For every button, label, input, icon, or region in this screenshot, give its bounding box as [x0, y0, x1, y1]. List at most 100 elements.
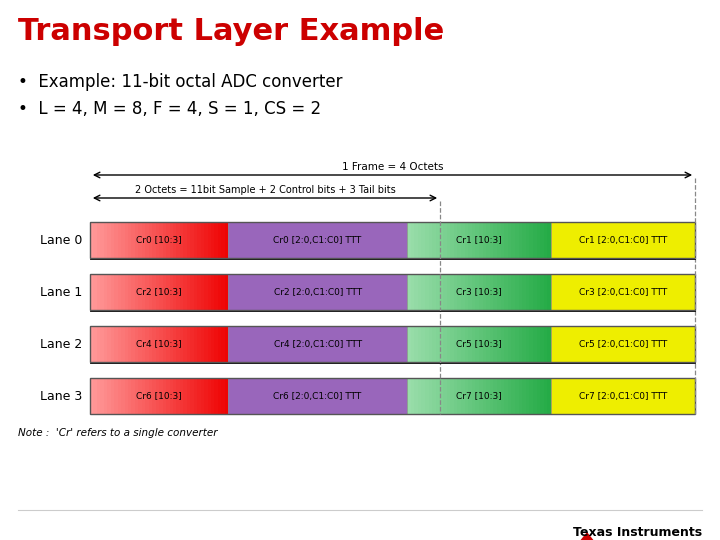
- Bar: [159, 326, 163, 362]
- Bar: [215, 378, 218, 414]
- Bar: [540, 274, 544, 310]
- Bar: [443, 378, 447, 414]
- Bar: [173, 378, 177, 414]
- Bar: [149, 274, 153, 310]
- Bar: [443, 222, 447, 258]
- Bar: [551, 222, 695, 258]
- Bar: [518, 222, 523, 258]
- Bar: [515, 326, 519, 362]
- Bar: [211, 274, 215, 310]
- Bar: [215, 222, 218, 258]
- Bar: [135, 326, 139, 362]
- Bar: [457, 326, 462, 362]
- Bar: [472, 378, 476, 414]
- Bar: [425, 378, 429, 414]
- Bar: [186, 274, 191, 310]
- Bar: [540, 222, 544, 258]
- Bar: [204, 274, 208, 310]
- Bar: [194, 274, 198, 310]
- Bar: [504, 326, 508, 362]
- Text: •  L = 4, M = 8, F = 4, S = 1, CS = 2: • L = 4, M = 8, F = 4, S = 1, CS = 2: [18, 100, 321, 118]
- Bar: [551, 274, 695, 310]
- Bar: [511, 326, 516, 362]
- Bar: [551, 378, 695, 414]
- Bar: [493, 274, 498, 310]
- Bar: [90, 326, 94, 362]
- Bar: [410, 274, 415, 310]
- Bar: [504, 222, 508, 258]
- Bar: [522, 326, 526, 362]
- Bar: [132, 378, 135, 414]
- Bar: [486, 326, 490, 362]
- Bar: [128, 378, 132, 414]
- Bar: [436, 222, 440, 258]
- Bar: [428, 222, 433, 258]
- Bar: [176, 274, 181, 310]
- Bar: [159, 222, 163, 258]
- Bar: [135, 378, 139, 414]
- Bar: [486, 222, 490, 258]
- Bar: [100, 378, 104, 414]
- Text: Cr6 [2:0,C1:C0] TTT: Cr6 [2:0,C1:C0] TTT: [274, 392, 361, 401]
- Bar: [486, 378, 490, 414]
- Bar: [211, 378, 215, 414]
- Bar: [180, 222, 184, 258]
- Bar: [479, 378, 483, 414]
- Bar: [152, 222, 156, 258]
- Bar: [425, 274, 429, 310]
- Bar: [410, 326, 415, 362]
- Bar: [547, 378, 552, 414]
- Bar: [194, 378, 198, 414]
- Bar: [197, 326, 201, 362]
- Bar: [207, 326, 212, 362]
- Bar: [544, 274, 548, 310]
- Bar: [186, 326, 191, 362]
- Bar: [446, 378, 451, 414]
- Bar: [201, 274, 204, 310]
- Bar: [97, 274, 101, 310]
- Text: Cr5 [2:0,C1:C0] TTT: Cr5 [2:0,C1:C0] TTT: [579, 340, 667, 348]
- Bar: [479, 274, 483, 310]
- Bar: [190, 378, 194, 414]
- Bar: [90, 222, 94, 258]
- Bar: [522, 378, 526, 414]
- Bar: [410, 378, 415, 414]
- Bar: [454, 326, 458, 362]
- Bar: [432, 378, 436, 414]
- Bar: [132, 326, 135, 362]
- Polygon shape: [579, 532, 595, 540]
- Bar: [540, 326, 544, 362]
- Bar: [107, 378, 112, 414]
- Bar: [479, 222, 483, 258]
- Bar: [414, 222, 418, 258]
- Bar: [515, 222, 519, 258]
- Bar: [128, 222, 132, 258]
- Bar: [414, 326, 418, 362]
- Bar: [145, 222, 149, 258]
- Bar: [121, 274, 125, 310]
- Bar: [201, 222, 204, 258]
- Bar: [149, 378, 153, 414]
- Bar: [457, 378, 462, 414]
- Bar: [111, 326, 114, 362]
- Bar: [156, 274, 160, 310]
- Bar: [194, 326, 198, 362]
- Bar: [526, 326, 530, 362]
- Bar: [201, 326, 204, 362]
- Bar: [482, 378, 487, 414]
- Bar: [551, 326, 695, 362]
- Bar: [221, 274, 225, 310]
- Bar: [180, 326, 184, 362]
- Bar: [439, 274, 444, 310]
- Text: Lane 1: Lane 1: [40, 286, 82, 299]
- Bar: [468, 274, 472, 310]
- Bar: [407, 222, 411, 258]
- Bar: [508, 326, 512, 362]
- Bar: [461, 222, 465, 258]
- Bar: [432, 222, 436, 258]
- Bar: [186, 222, 191, 258]
- Bar: [414, 274, 418, 310]
- Bar: [114, 274, 118, 310]
- Bar: [475, 378, 480, 414]
- Bar: [184, 326, 187, 362]
